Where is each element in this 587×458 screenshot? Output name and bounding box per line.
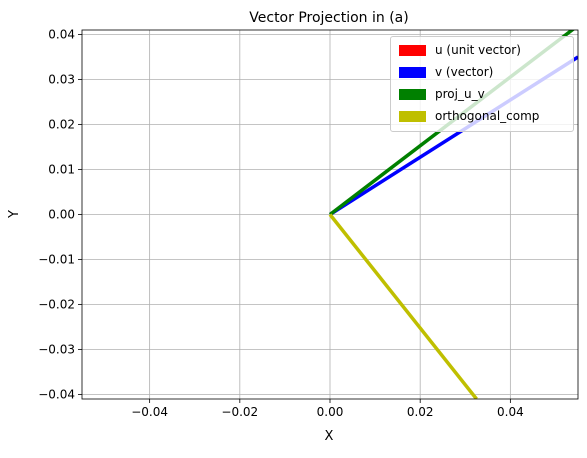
y-tick-label: −0.02	[38, 298, 75, 312]
chart-title: Vector Projection in (a)	[249, 10, 408, 26]
ticks: −0.04 −0.02 0.00 0.02 0.04 −0.04 −0.03 −0.02 −0.…	[38, 28, 524, 420]
x-tick-label: −0.04	[131, 405, 168, 419]
series-line-3	[328, 213, 478, 399]
y-tick-label: 0.01	[48, 163, 75, 177]
legend-label: u (unit vector)	[435, 43, 521, 57]
x-tick-label: 0.00	[317, 405, 344, 419]
legend-label: v (vector)	[435, 65, 494, 79]
legend-item: u (unit vector)	[391, 41, 521, 59]
legend-swatch	[399, 110, 426, 122]
y-tick-label: −0.04	[38, 388, 75, 402]
legend-item: orthogonal_comp	[391, 107, 539, 125]
legend-swatch	[399, 66, 426, 78]
y-axis-label: Y	[7, 210, 22, 219]
y-tick-label: −0.03	[38, 343, 75, 357]
legend-swatch	[399, 44, 426, 56]
legend-item: proj_u_v	[391, 85, 485, 103]
y-tick-label: 0.04	[48, 28, 75, 42]
x-tick-label: 0.04	[497, 405, 524, 419]
y-tick-label: 0.00	[48, 208, 75, 222]
legend-label: proj_u_v	[435, 87, 485, 101]
y-tick-label: 0.03	[48, 73, 75, 87]
x-tick-label: 0.02	[407, 405, 434, 419]
legend-swatch	[399, 88, 426, 100]
x-tick-label: −0.02	[221, 405, 258, 419]
x-axis-label: X	[325, 429, 334, 444]
y-tick-label: 0.02	[48, 118, 75, 132]
y-tick-label: −0.01	[38, 253, 75, 267]
legend-item: v (vector)	[391, 63, 493, 81]
legend-label: orthogonal_comp	[435, 109, 540, 123]
